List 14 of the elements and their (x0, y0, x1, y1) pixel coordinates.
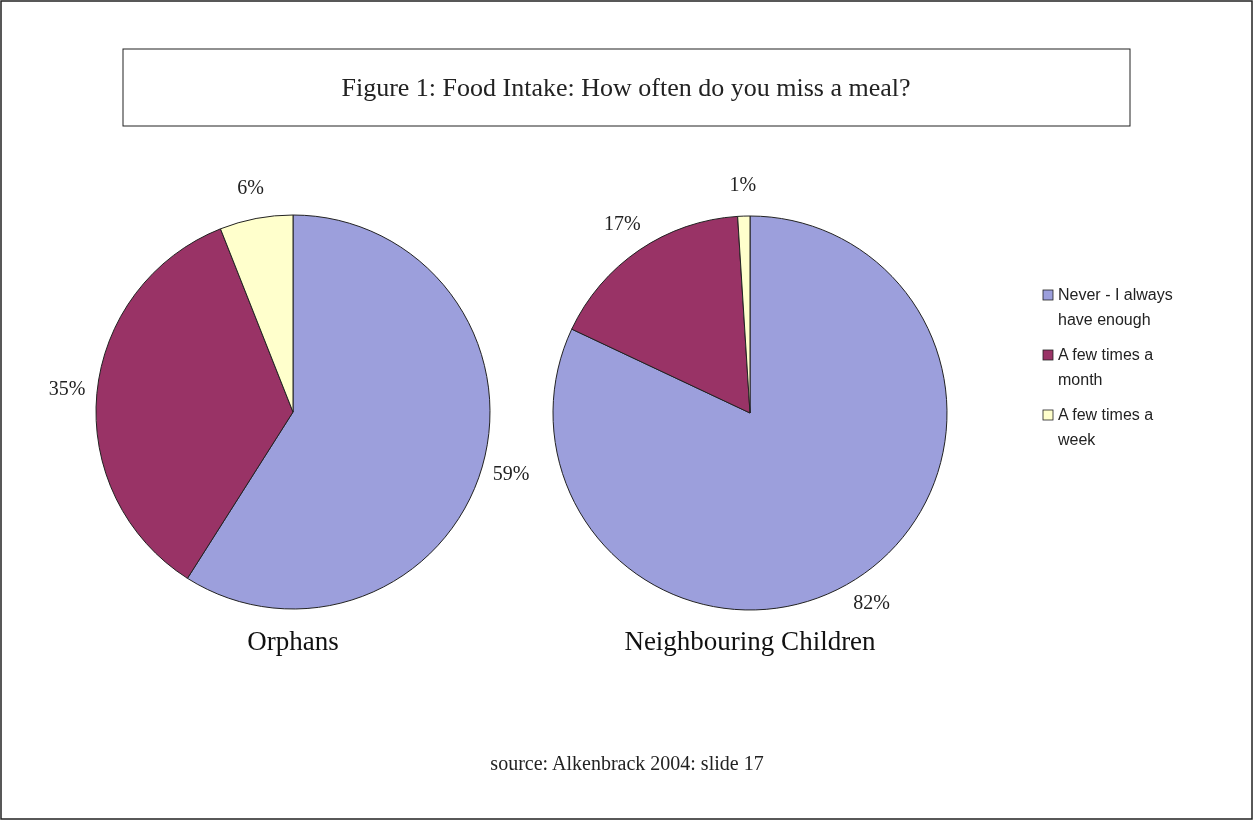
text: Orphans (247, 626, 339, 656)
source-note: source: Alkenbrack 2004: slide 17 (490, 752, 764, 774)
data-label: 6% (237, 175, 264, 198)
pie-slice (552, 215, 948, 611)
legend-label: Never - I always have enough (1058, 286, 1173, 328)
data-label: 17% (604, 211, 641, 234)
text: Figure 1: Food Intake: How often do you miss a meal? (341, 73, 911, 102)
data-label: 35% (48, 377, 86, 400)
data-label: 82% (853, 591, 890, 614)
data-label: 1% (729, 172, 757, 195)
legend-label: A few times a month (1058, 346, 1154, 388)
text: Neighbouring Children (624, 626, 877, 656)
data-label: 59% (492, 461, 530, 484)
legend-label: A few times a week (1057, 406, 1154, 448)
